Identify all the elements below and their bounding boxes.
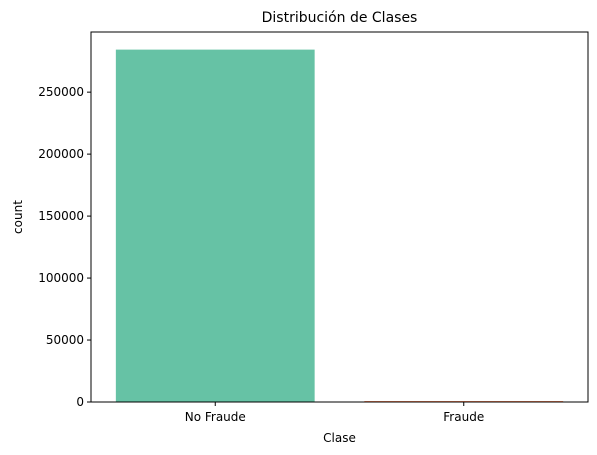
y-tick-label: 50000 [46, 333, 84, 347]
bars [115, 49, 564, 402]
y-tick-label: 200000 [38, 147, 84, 161]
plot-frame [90, 31, 589, 403]
y-axis: 0 50000 100000 150000 200000 250000 [38, 85, 91, 409]
chart-title: Distribución de Clases [262, 10, 418, 26]
x-axis: No Fraude Fraude [185, 402, 484, 424]
y-axis-label: count [11, 200, 25, 234]
x-tick-label: No Fraude [185, 410, 246, 424]
y-tick-label: 0 [76, 395, 84, 409]
x-tick-label: Fraude [443, 410, 484, 424]
y-tick-label: 150000 [38, 209, 84, 223]
y-tick-label: 250000 [38, 85, 84, 99]
bar-no-fraude [115, 49, 315, 402]
x-axis-label: Clase [323, 431, 356, 445]
y-tick-label: 100000 [38, 271, 84, 285]
